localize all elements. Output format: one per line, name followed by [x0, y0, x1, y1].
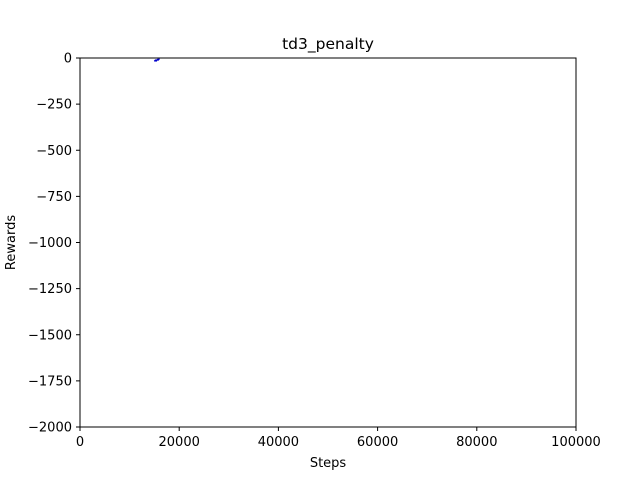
x-axis-label: Steps	[310, 456, 347, 471]
y-tick-label: −1250	[28, 282, 72, 297]
x-tick-label: 60000	[357, 435, 398, 450]
series-line-0	[153, 58, 160, 62]
chart-title: td3_penalty	[282, 35, 374, 54]
y-tick-label: −1500	[28, 328, 72, 343]
x-tick-label: 20000	[159, 435, 200, 450]
y-axis-label: Rewards	[4, 215, 19, 270]
x-tick-label: 40000	[258, 435, 299, 450]
x-axis: 0 20000 40000 60000 80000 100000	[76, 427, 601, 450]
x-tick-label: 80000	[456, 435, 497, 450]
y-tick-label: −750	[36, 190, 72, 205]
y-tick-label: −500	[36, 144, 72, 159]
plot-area	[79, 57, 577, 428]
series-layer	[153, 58, 160, 62]
y-tick-label: −1750	[28, 374, 72, 389]
y-axis: 0 −250 −500 −750 −1000 −1250 −1500 −1750 −2000	[28, 52, 80, 436]
x-tick-label: 100000	[551, 435, 601, 450]
x-tick-label: 0	[76, 435, 84, 450]
y-tick-label: −1000	[28, 236, 72, 251]
y-tick-label: 0	[64, 52, 72, 67]
y-tick-label: −250	[36, 98, 72, 113]
y-tick-label: −2000	[28, 421, 72, 436]
plot-background	[80, 58, 576, 427]
